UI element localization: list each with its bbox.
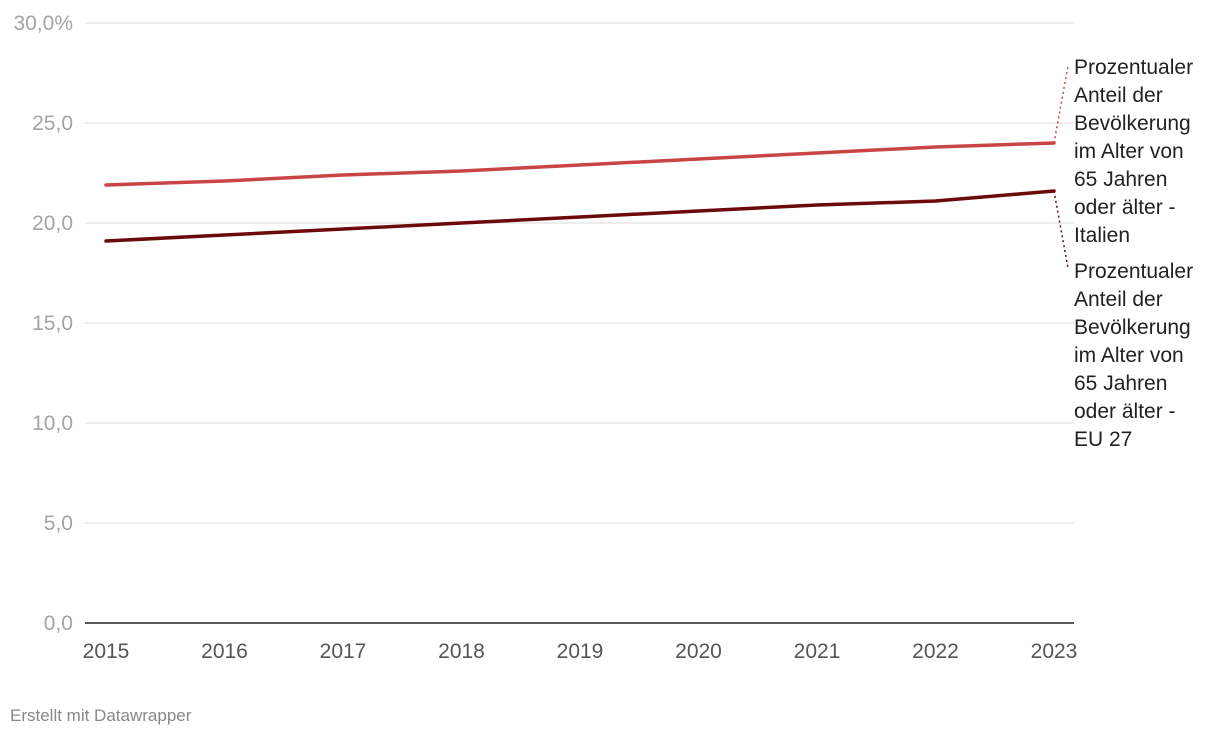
y-tick-label: 0,0: [44, 612, 73, 635]
x-tick-label: 2021: [794, 640, 841, 663]
series-label-line: Bevölkerung: [1074, 112, 1191, 135]
series-line-italien: [104, 141, 1056, 187]
x-tick-label: 2016: [201, 640, 248, 663]
y-tick-label: 30,0%: [13, 12, 73, 35]
series-label-line: 65 Jahren: [1074, 168, 1167, 191]
series-label-line: im Alter von: [1074, 140, 1184, 163]
series-label-line: Bevölkerung: [1074, 316, 1191, 339]
y-tick-label: 20,0: [32, 212, 73, 235]
series-label-line: Anteil der: [1074, 288, 1163, 311]
datawrapper-credit: Erstellt mit Datawrapper: [10, 706, 192, 725]
x-axis-tick-labels: 2015 2016 2017 2018 2019 2020 2021 2022 2023: [83, 640, 1078, 663]
x-tick-label: 2020: [675, 640, 722, 663]
series-label-eu-27: Prozentualer Anteil der Bevölkerung im Alte…: [1074, 260, 1193, 451]
series-label-line: Prozentualer: [1074, 260, 1193, 283]
x-tick-label: 2015: [83, 640, 130, 663]
series-label-line: oder älter -: [1074, 196, 1176, 219]
series-lines: [104, 141, 1056, 243]
series-label-line: Italien: [1074, 224, 1130, 247]
series-label-line: 65 Jahren: [1074, 372, 1167, 395]
x-tick-label: 2017: [320, 640, 367, 663]
series-labels: Prozentualer Anteil der Bevölkerung im Alte…: [1053, 56, 1193, 451]
gridlines: [85, 22, 1074, 524]
x-tick-label: 2023: [1031, 640, 1078, 663]
series-label-line: im Alter von: [1074, 344, 1184, 367]
y-tick-label: 5,0: [44, 512, 73, 535]
y-tick-label: 10,0: [32, 412, 73, 435]
series-label-line: oder älter -: [1074, 400, 1176, 423]
y-axis-tick-labels: 0,0 5,0 10,0 15,0 20,0 25,0 30,0%: [13, 12, 73, 635]
y-tick-label: 25,0: [32, 112, 73, 135]
label-connector-eu-27: [1053, 190, 1069, 269]
series-label-italien: Prozentualer Anteil der Bevölkerung im Alte…: [1074, 56, 1193, 247]
x-tick-label: 2022: [912, 640, 959, 663]
label-connector-italien: [1053, 65, 1069, 144]
x-tick-label: 2019: [557, 640, 604, 663]
series-line-eu-27: [104, 189, 1056, 243]
series-label-line: Anteil der: [1074, 84, 1163, 107]
x-tick-label: 2018: [438, 640, 485, 663]
y-tick-label: 15,0: [32, 312, 73, 335]
series-label-line: Prozentualer: [1074, 56, 1193, 79]
series-label-line: EU 27: [1074, 428, 1132, 451]
